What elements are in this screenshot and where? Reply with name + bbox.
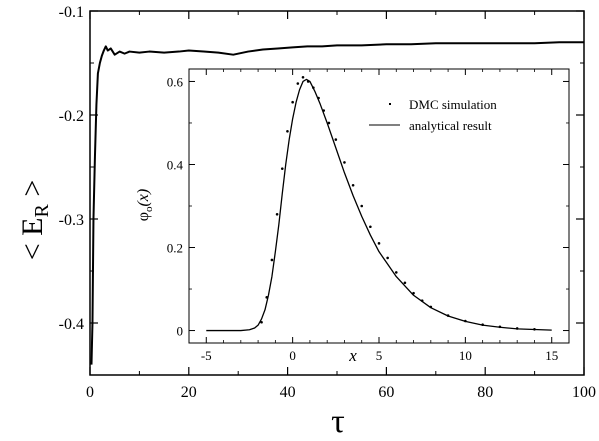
inset-dmc-point [327, 121, 331, 125]
inset-background [188, 68, 570, 344]
inset-x-tick-label: 5 [376, 348, 383, 363]
main-x-tick-label: 60 [378, 384, 394, 401]
inset-dmc-point [275, 213, 279, 216]
inset-analytical-line [206, 78, 552, 332]
inset-x-axis-label: x [348, 346, 357, 365]
inset-y-axis-label-text: φ [135, 212, 152, 221]
inset-dmc-point [394, 271, 398, 274]
main-x-tick-label: 20 [181, 384, 197, 401]
inset-axis-ticks [189, 69, 569, 343]
main-axis-ticks [89, 10, 585, 376]
inset-x-tick-label: 10 [459, 348, 472, 363]
main-x-tick-label: 80 [477, 384, 493, 401]
inset-series-group [206, 76, 552, 332]
main-x-axis-label: τ [331, 403, 345, 440]
inset-dmc-point [280, 167, 284, 170]
inset-dmc-point [260, 320, 263, 324]
main-y-axis-label-suffix: > [16, 180, 49, 204]
inset-y-axis-label-suffix: (x) [135, 189, 152, 207]
main-y-tick-label: -0.2 [59, 108, 84, 125]
inset-dmc-point [360, 204, 364, 208]
inset-y-axis-label: φo(x) [135, 189, 155, 222]
inset-y-tick-label: 0.6 [167, 74, 184, 89]
main-y-axis-label-text: < E [16, 218, 49, 261]
inset-dmc-point [351, 183, 355, 187]
inset-dmc-point [270, 258, 274, 262]
inset-dmc-point [343, 161, 346, 164]
inset-dmc-point [386, 256, 389, 260]
inset-dmc-point [403, 281, 407, 285]
inset-dmc-point [296, 82, 300, 85]
main-axis-tick-labels: 0 20 40 60 80 100-0.1-0.2-0.3-0.4 [59, 4, 596, 401]
inset-dmc-point [291, 100, 294, 104]
main-series-line [90, 41, 584, 365]
inset-dmc-point [369, 225, 372, 229]
main-x-tick-label: 100 [572, 384, 596, 401]
inset-y-tick-label: 0.4 [167, 157, 184, 172]
main-y-tick-label: -0.4 [59, 316, 84, 333]
inset-y-tick-label: 0.2 [167, 241, 183, 256]
main-y-axis-label-subscript: R [31, 204, 53, 218]
legend-dmc-label: DMC simulation [409, 97, 497, 112]
inset-axis-tick-labels: -5 0 5 10 15 0 0.2 0.4 0.6 [167, 74, 558, 363]
inset-y-tick-label: 0 [177, 324, 184, 339]
inset-x-tick-label: 15 [545, 348, 558, 363]
inset-legend: DMC simulation analytical result [369, 97, 497, 133]
inset-dmc-point [301, 76, 305, 79]
legend-dmc-marker [389, 103, 391, 105]
main-series-group [90, 41, 584, 365]
inset-y-axis-label-subscript: o [143, 206, 155, 212]
inset-dmc-point [286, 129, 289, 133]
main-y-tick-label: -0.3 [59, 212, 84, 229]
main-x-tick-label: 40 [280, 384, 296, 401]
legend-analytical-label: analytical result [409, 118, 492, 133]
main-x-tick-label: 0 [86, 384, 94, 401]
inset-x-tick-label: 0 [289, 348, 296, 363]
inset-dmc-point [334, 138, 338, 141]
inset-x-tick-label: -5 [201, 348, 212, 363]
inset-dmc-point [377, 242, 381, 245]
main-y-axis-label: < ER > [16, 180, 53, 261]
main-y-tick-label: -0.1 [59, 4, 84, 21]
